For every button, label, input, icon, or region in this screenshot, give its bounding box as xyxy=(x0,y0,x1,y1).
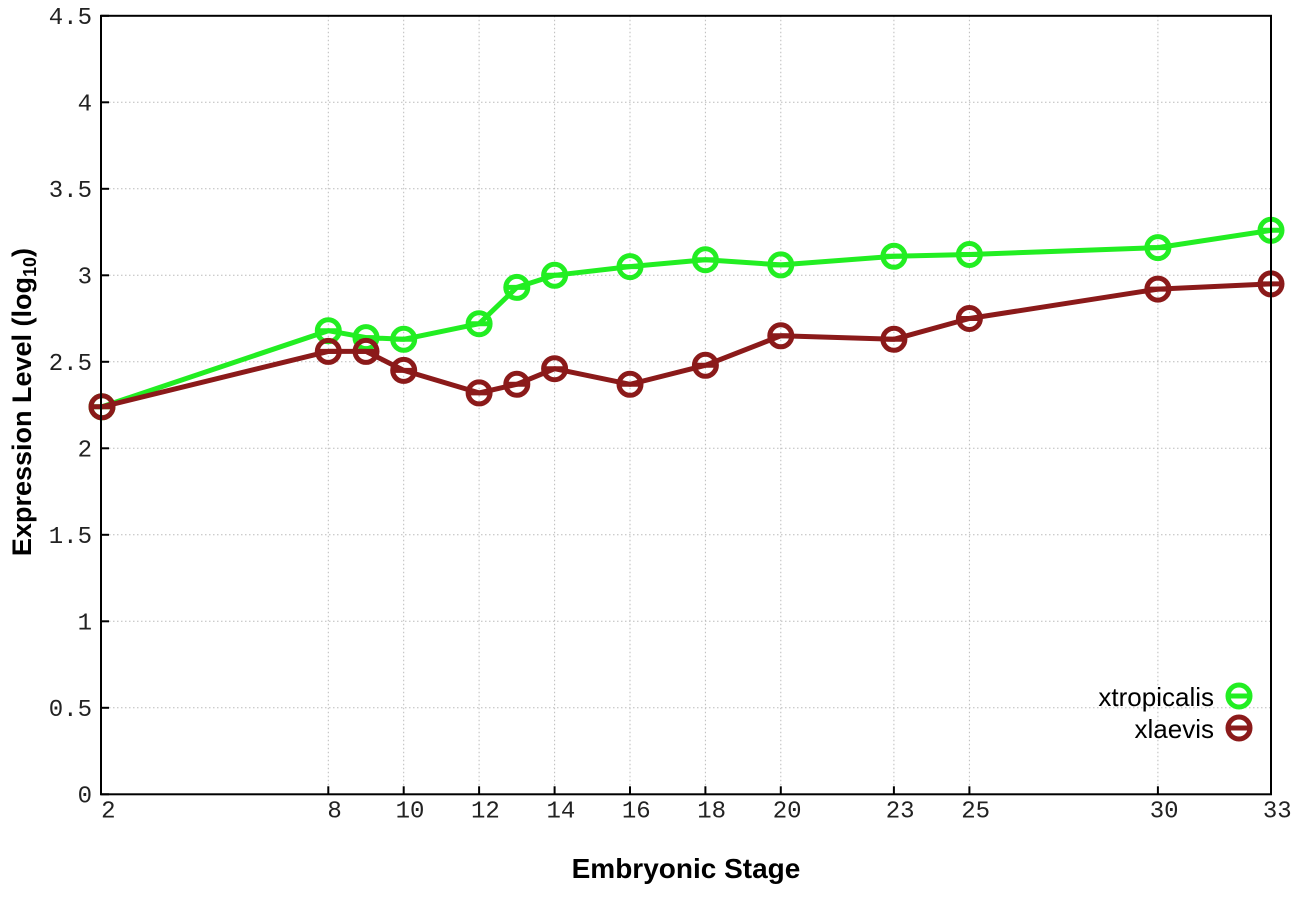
svg-text:3.5: 3.5 xyxy=(49,178,92,205)
svg-text:2: 2 xyxy=(101,798,115,825)
svg-text:0.5: 0.5 xyxy=(49,697,92,724)
svg-text:30: 30 xyxy=(1150,798,1179,825)
svg-text:0: 0 xyxy=(78,783,92,810)
svg-text:18: 18 xyxy=(697,798,726,825)
svg-text:3: 3 xyxy=(78,264,92,291)
svg-text:16: 16 xyxy=(622,798,651,825)
svg-text:12: 12 xyxy=(471,798,500,825)
svg-text:4.5: 4.5 xyxy=(49,5,92,32)
svg-text:23: 23 xyxy=(886,798,915,825)
svg-text:25: 25 xyxy=(961,798,990,825)
svg-text:33: 33 xyxy=(1263,798,1292,825)
svg-text:1.5: 1.5 xyxy=(49,524,92,551)
svg-text:10: 10 xyxy=(396,798,425,825)
svg-text:2.5: 2.5 xyxy=(49,351,92,378)
svg-text:1: 1 xyxy=(78,610,92,637)
svg-text:20: 20 xyxy=(773,798,802,825)
svg-text:2: 2 xyxy=(78,437,92,464)
svg-text:14: 14 xyxy=(546,798,575,825)
svg-text:8: 8 xyxy=(327,798,341,825)
svg-text:4: 4 xyxy=(78,91,92,118)
